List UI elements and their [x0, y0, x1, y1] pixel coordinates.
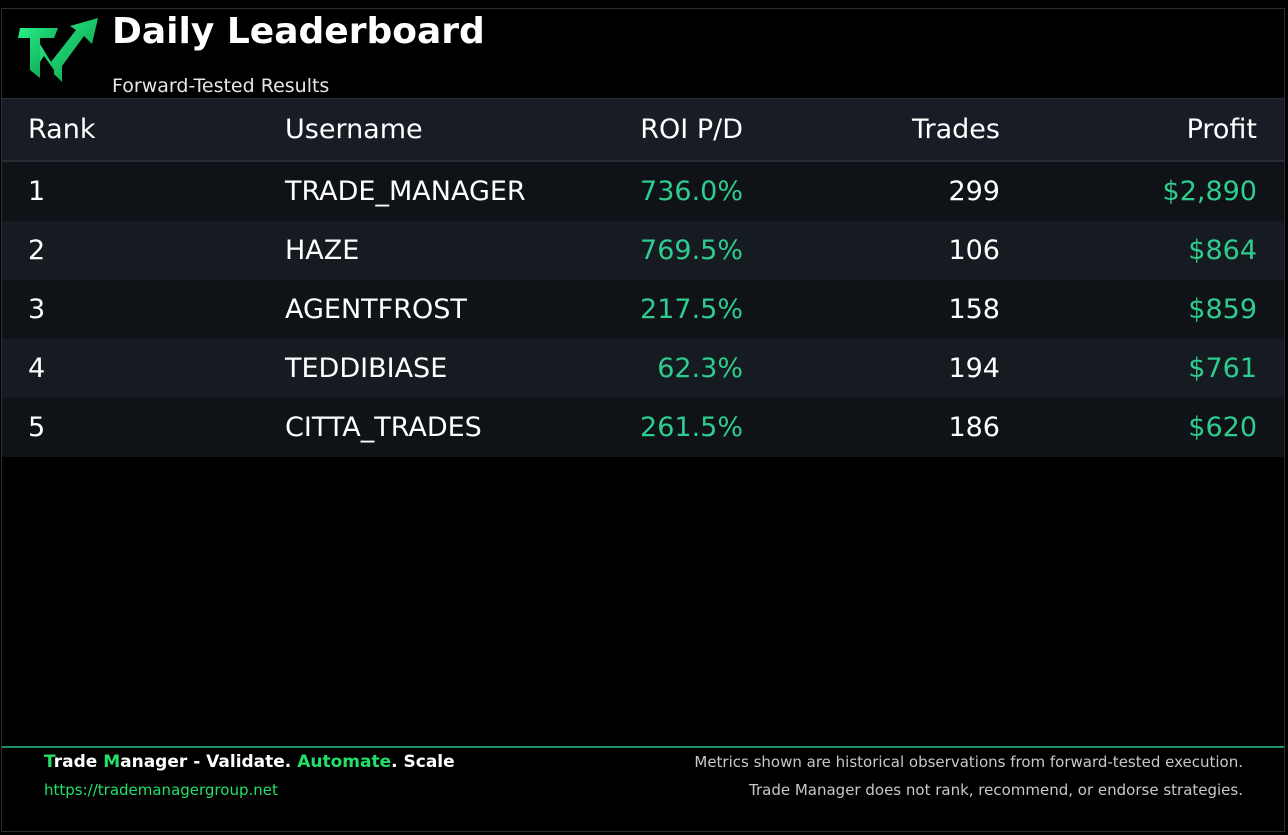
username-cell: TEDDIBIASE — [285, 353, 448, 384]
roi-cell: 769.5% — [640, 235, 743, 266]
profit-cell: $2,890 — [1162, 176, 1257, 207]
table-row: 4 TEDDIBIASE 62.3% 194 $761 — [2, 339, 1284, 398]
trades-cell: 194 — [948, 353, 1000, 384]
brand-t: T — [44, 752, 54, 772]
profit-cell: $859 — [1188, 294, 1257, 325]
profit-cell: $761 — [1188, 353, 1257, 384]
col-profit: Profit — [1186, 114, 1257, 145]
brand-scale: . Scale — [391, 752, 455, 772]
trades-cell: 106 — [948, 235, 1000, 266]
trade-manager-logo — [18, 18, 98, 82]
leaderboard-table: Rank Username ROI P/D Trades Profit 1 TRA… — [2, 98, 1284, 457]
roi-cell: 736.0% — [640, 176, 743, 207]
page-subtitle: Forward-Tested Results — [112, 75, 330, 97]
username-cell: AGENTFROST — [285, 294, 467, 325]
profit-cell: $620 — [1188, 412, 1257, 443]
rank-cell: 4 — [28, 353, 46, 384]
brand-rade: rade — [53, 752, 104, 772]
table-row: 3 AGENTFROST 217.5% 158 $859 — [2, 280, 1284, 339]
trades-cell: 186 — [948, 412, 1000, 443]
roi-cell: 62.3% — [657, 353, 743, 384]
col-username: Username — [285, 114, 423, 145]
roi-cell: 217.5% — [640, 294, 743, 325]
footer-disclaimer-1: Metrics shown are historical observation… — [694, 753, 1243, 771]
username-cell: HAZE — [285, 235, 360, 266]
footer-url-link[interactable]: https://trademanagergroup.net — [44, 781, 278, 799]
col-rank: Rank — [28, 114, 96, 145]
brand-automate: Automate — [297, 752, 392, 772]
rank-cell: 1 — [28, 176, 46, 207]
footer-brand: Trade Manager - Validate. Automate. Scal… — [44, 752, 455, 772]
table-row: 5 CITTA_TRADES 261.5% 186 $620 — [2, 398, 1284, 457]
footer-disclaimer-2: Trade Manager does not rank, recommend, … — [749, 781, 1243, 799]
rank-cell: 3 — [28, 294, 46, 325]
roi-cell: 261.5% — [640, 412, 743, 443]
brand-m: M — [103, 752, 121, 772]
col-trades: Trades — [912, 114, 1000, 145]
table-header: Rank Username ROI P/D Trades Profit — [2, 98, 1284, 162]
page-title: Daily Leaderboard — [112, 11, 485, 52]
col-roi: ROI P/D — [640, 114, 743, 145]
username-cell: TRADE_MANAGER — [285, 176, 526, 207]
footer-divider — [2, 746, 1284, 748]
rank-cell: 5 — [28, 412, 46, 443]
brand-anager: anager - Validate. — [120, 752, 298, 772]
rank-cell: 2 — [28, 235, 46, 266]
page-frame — [1, 8, 1285, 832]
trades-cell: 158 — [948, 294, 1000, 325]
profit-cell: $864 — [1188, 235, 1257, 266]
trades-cell: 299 — [948, 176, 1000, 207]
username-cell: CITTA_TRADES — [285, 412, 482, 443]
table-row: 2 HAZE 769.5% 106 $864 — [2, 221, 1284, 280]
table-row: 1 TRADE_MANAGER 736.0% 299 $2,890 — [2, 162, 1284, 221]
